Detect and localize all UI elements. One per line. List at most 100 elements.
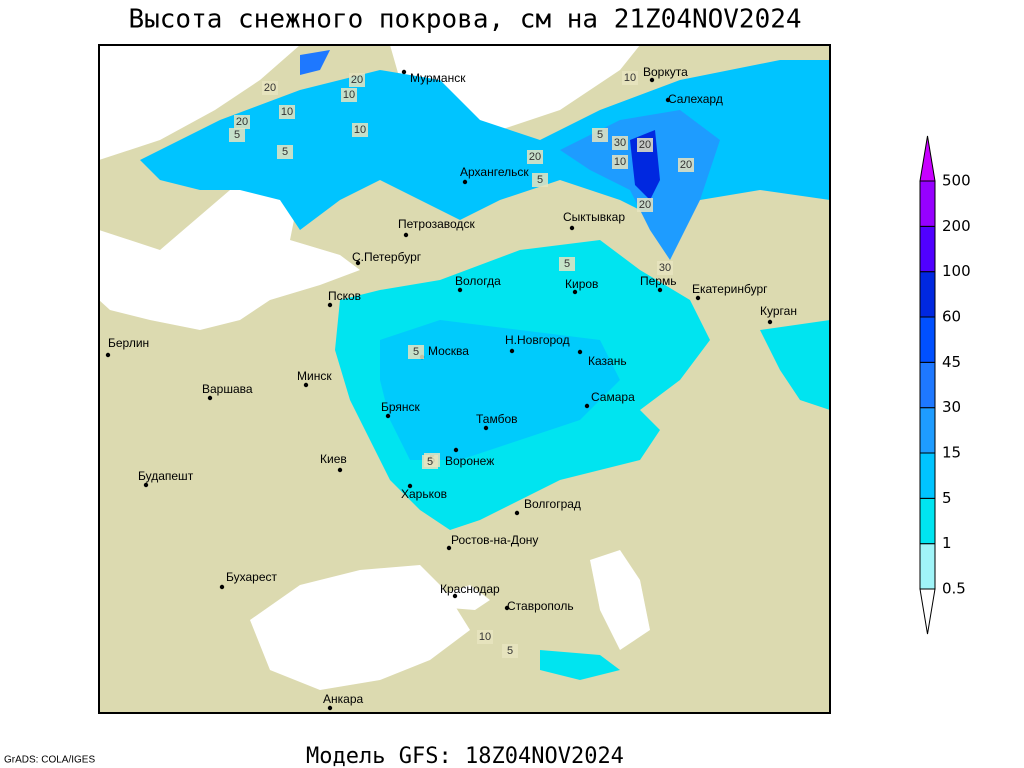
title: Высота снежного покрова, см на 21Z04NOV2… <box>128 5 801 35</box>
snow-area-east <box>760 320 830 410</box>
city-dot <box>584 403 590 409</box>
city-label: Сыктывкар <box>563 210 625 224</box>
caspian-sea <box>590 550 650 650</box>
city-label: Будапешт <box>138 469 194 483</box>
legend-label: 60 <box>942 308 961 326</box>
legend-label: 45 <box>942 353 961 371</box>
contour-label-box <box>229 128 245 142</box>
legend-swatch <box>919 407 936 454</box>
city-dot <box>695 295 701 301</box>
footer: Модель GFS: 18Z04NOV2024 <box>306 744 624 768</box>
credit: GrADS: COLA/IGES <box>4 755 95 766</box>
contour-label: 30 <box>659 262 671 274</box>
city-layer: Мурманск Воркута Салехард Архангельск Петроз… <box>105 65 797 711</box>
city-label: Киев <box>320 452 347 466</box>
contour-label-box <box>341 88 357 102</box>
city-dot <box>569 225 575 231</box>
city-dot <box>649 77 655 83</box>
city-dot <box>207 395 213 401</box>
legend-swatch <box>919 361 936 409</box>
legend-label: 1 <box>942 534 952 552</box>
city-dot <box>453 447 459 453</box>
city-label: Краснодар <box>440 582 500 596</box>
legend-label: 15 <box>942 444 961 462</box>
city-dot <box>514 510 520 516</box>
legend-swatch <box>919 180 936 227</box>
contour-label-box <box>532 173 548 187</box>
contour-label-box <box>657 261 673 275</box>
contour-label: 20 <box>639 199 651 211</box>
city-dot <box>143 482 149 488</box>
contour-label: 5 <box>413 346 419 358</box>
legend-swatch <box>919 497 936 545</box>
city-label: Варшава <box>202 382 253 396</box>
city-dot <box>337 467 343 473</box>
city-dot <box>504 605 510 611</box>
map <box>98 44 831 714</box>
city-label: Минск <box>297 369 332 383</box>
legend-label: 5 <box>942 489 952 507</box>
contour-label: 5 <box>537 174 543 186</box>
city-dot <box>219 584 225 590</box>
contour-label: 10 <box>343 89 355 101</box>
city-label: Воркута <box>643 65 688 79</box>
city-dot <box>303 382 309 388</box>
city-label: Н.Новгород <box>505 333 570 347</box>
contour-label: 20 <box>236 116 248 128</box>
contour-label-box <box>408 345 424 359</box>
contour-label-box <box>637 138 653 152</box>
city-label: Бухарест <box>226 570 277 584</box>
city-label: Брянск <box>381 400 421 414</box>
legend-label: 200 <box>942 217 971 235</box>
snow-area-norway <box>300 50 330 75</box>
contour-label: 30 <box>614 137 626 149</box>
contour-label: 10 <box>354 124 366 136</box>
contour-label-box <box>349 73 365 87</box>
city-label: Анкара <box>323 692 363 706</box>
legend-swatch <box>919 271 936 318</box>
legend-arrow-low <box>919 588 936 635</box>
city-label: Курган <box>760 304 797 318</box>
city-label: Казань <box>588 354 627 368</box>
city-dot <box>665 97 671 103</box>
contour-label: 20 <box>264 82 276 94</box>
legend-swatch <box>919 452 936 499</box>
legend-swatch <box>919 543 936 590</box>
map-frame <box>98 44 831 714</box>
contour-label-box <box>612 155 628 169</box>
contour-label-box <box>559 257 575 271</box>
city-dot <box>657 287 663 293</box>
city-dot <box>403 232 409 238</box>
city-dot <box>452 593 458 599</box>
contour-label-box <box>477 630 493 644</box>
contour-label: 5 <box>282 146 288 158</box>
contour-label: 5 <box>507 645 513 657</box>
city-label: Ставрополь <box>507 599 574 613</box>
contour-label-box <box>277 145 293 159</box>
azov-sea <box>440 585 490 610</box>
city-label: Псков <box>328 289 361 303</box>
city-label: Берлин <box>108 336 149 350</box>
contour-label-box <box>592 128 608 142</box>
city-label: Волгоград <box>524 497 581 511</box>
city-dot <box>327 705 333 711</box>
contour-label-box <box>279 105 295 119</box>
city-dot <box>105 352 111 358</box>
city-label: Вологда <box>455 274 501 288</box>
snow-area-moscow <box>380 320 620 460</box>
contour-label: 5 <box>597 129 603 141</box>
city-label: Самара <box>591 390 635 404</box>
sea-north <box>99 45 300 160</box>
legend-swatch <box>919 225 936 273</box>
snow-area-caucasus <box>540 650 620 680</box>
city-dot <box>407 483 413 489</box>
contour-label-box <box>527 150 543 164</box>
city-label: Мурманск <box>410 71 466 85</box>
city-label: Москва <box>428 344 469 358</box>
city-label: Киров <box>565 277 598 291</box>
legend-arrow-high <box>919 135 936 182</box>
contour-label: 5 <box>427 456 433 468</box>
contour-label: 20 <box>680 159 692 171</box>
